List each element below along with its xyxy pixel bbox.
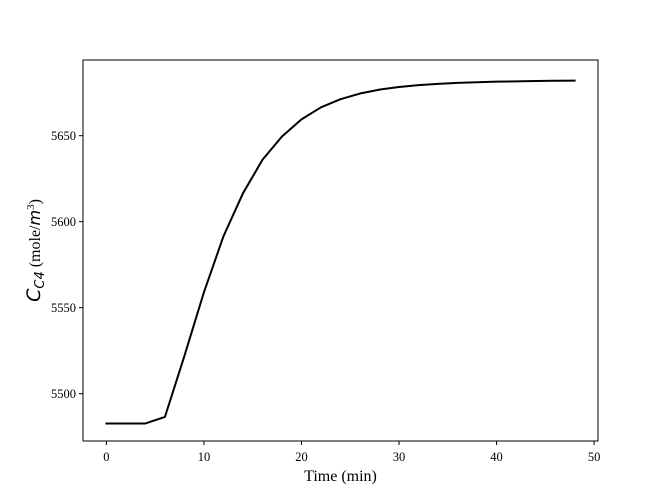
x-tick-label: 20 [295, 450, 308, 464]
y-axis-label-unit-symbol: m [25, 210, 44, 226]
y-tick-label: 5550 [51, 301, 76, 315]
y-axis-label-unit-exponent: 3 [25, 204, 37, 210]
y-axis-label-symbol: C [23, 288, 45, 302]
x-axis-label: Time (min) [304, 468, 377, 485]
y-axis-label-unit-prefix: (mole/ [27, 225, 44, 271]
plot-line-layer [105, 79, 576, 425]
series-line [105, 79, 576, 425]
plot-frame [82, 59, 599, 442]
x-tick-label: 0 [103, 450, 109, 464]
y-tick-label: 5500 [51, 387, 76, 401]
x-tick-label: 30 [393, 450, 406, 464]
y-axis-ticks: 5500 5550 5600 5650 [51, 129, 83, 401]
y-axis-label-subscript: C4 [33, 271, 48, 288]
x-tick-label: 40 [490, 450, 503, 464]
y-axis-label-unit-suffix: ) [27, 199, 44, 204]
y-tick-label: 5600 [51, 215, 76, 229]
x-tick-label: 10 [198, 450, 211, 464]
x-tick-label: 50 [588, 450, 601, 464]
y-axis-label: CC4 (mole/m3) [23, 199, 48, 302]
x-axis-ticks: 0 10 20 30 40 50 [103, 441, 600, 464]
y-tick-label: 5650 [51, 129, 76, 143]
